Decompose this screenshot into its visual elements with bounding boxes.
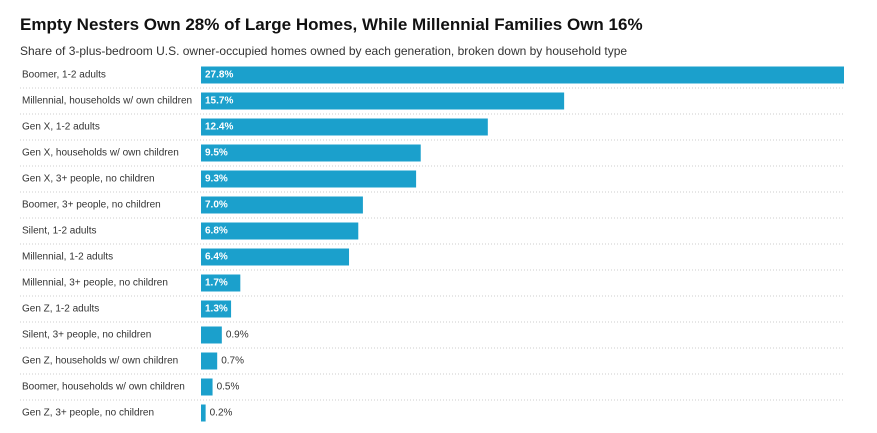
bar	[201, 92, 565, 110]
value-label: 15.7%	[205, 96, 233, 107]
category-label: Gen Z, households w/ own children	[22, 356, 178, 367]
value-label: 6.8%	[205, 226, 228, 237]
bar	[201, 352, 218, 370]
category-label: Gen Z, 3+ people, no children	[22, 408, 154, 419]
category-label: Gen X, 1-2 adults	[22, 122, 100, 133]
value-label: 1.3%	[205, 304, 228, 315]
value-label: 7.0%	[205, 200, 228, 211]
bar	[201, 274, 241, 292]
category-label: Gen X, households w/ own children	[22, 148, 179, 159]
category-label: Gen Z, 1-2 adults	[22, 304, 99, 315]
bar	[201, 66, 844, 84]
bar	[201, 326, 222, 344]
bar	[201, 118, 488, 136]
value-label: 0.5%	[217, 382, 240, 393]
category-label: Boomer, 1-2 adults	[22, 70, 106, 81]
value-label: 0.2%	[210, 408, 233, 419]
chart-subtitle: Share of 3-plus-bedroom U.S. owner-occup…	[20, 44, 627, 58]
value-label: 1.7%	[205, 278, 228, 289]
value-label: 9.5%	[205, 148, 228, 159]
bar	[201, 378, 213, 396]
bar	[201, 222, 359, 240]
bar	[201, 300, 232, 318]
value-label: 9.3%	[205, 174, 228, 185]
bar	[201, 248, 350, 266]
category-label: Boomer, households w/ own children	[22, 382, 185, 393]
chart-title: Empty Nesters Own 28% of Large Homes, Wh…	[20, 15, 643, 34]
value-label: 6.4%	[205, 252, 228, 263]
category-label: Silent, 3+ people, no children	[22, 330, 151, 341]
value-label: 12.4%	[205, 122, 233, 133]
category-label: Boomer, 3+ people, no children	[22, 200, 161, 211]
bar	[201, 404, 206, 422]
bar	[201, 144, 421, 162]
value-label: 0.9%	[226, 330, 249, 341]
category-label: Millennial, households w/ own children	[22, 96, 192, 107]
bar	[201, 170, 417, 188]
category-label: Gen X, 3+ people, no children	[22, 174, 155, 185]
category-label: Millennial, 3+ people, no children	[22, 278, 168, 289]
bar	[201, 196, 363, 214]
category-label: Millennial, 1-2 adults	[22, 252, 113, 263]
category-label: Silent, 1-2 adults	[22, 226, 97, 237]
value-label: 27.8%	[205, 70, 233, 81]
value-label: 0.7%	[221, 356, 244, 367]
